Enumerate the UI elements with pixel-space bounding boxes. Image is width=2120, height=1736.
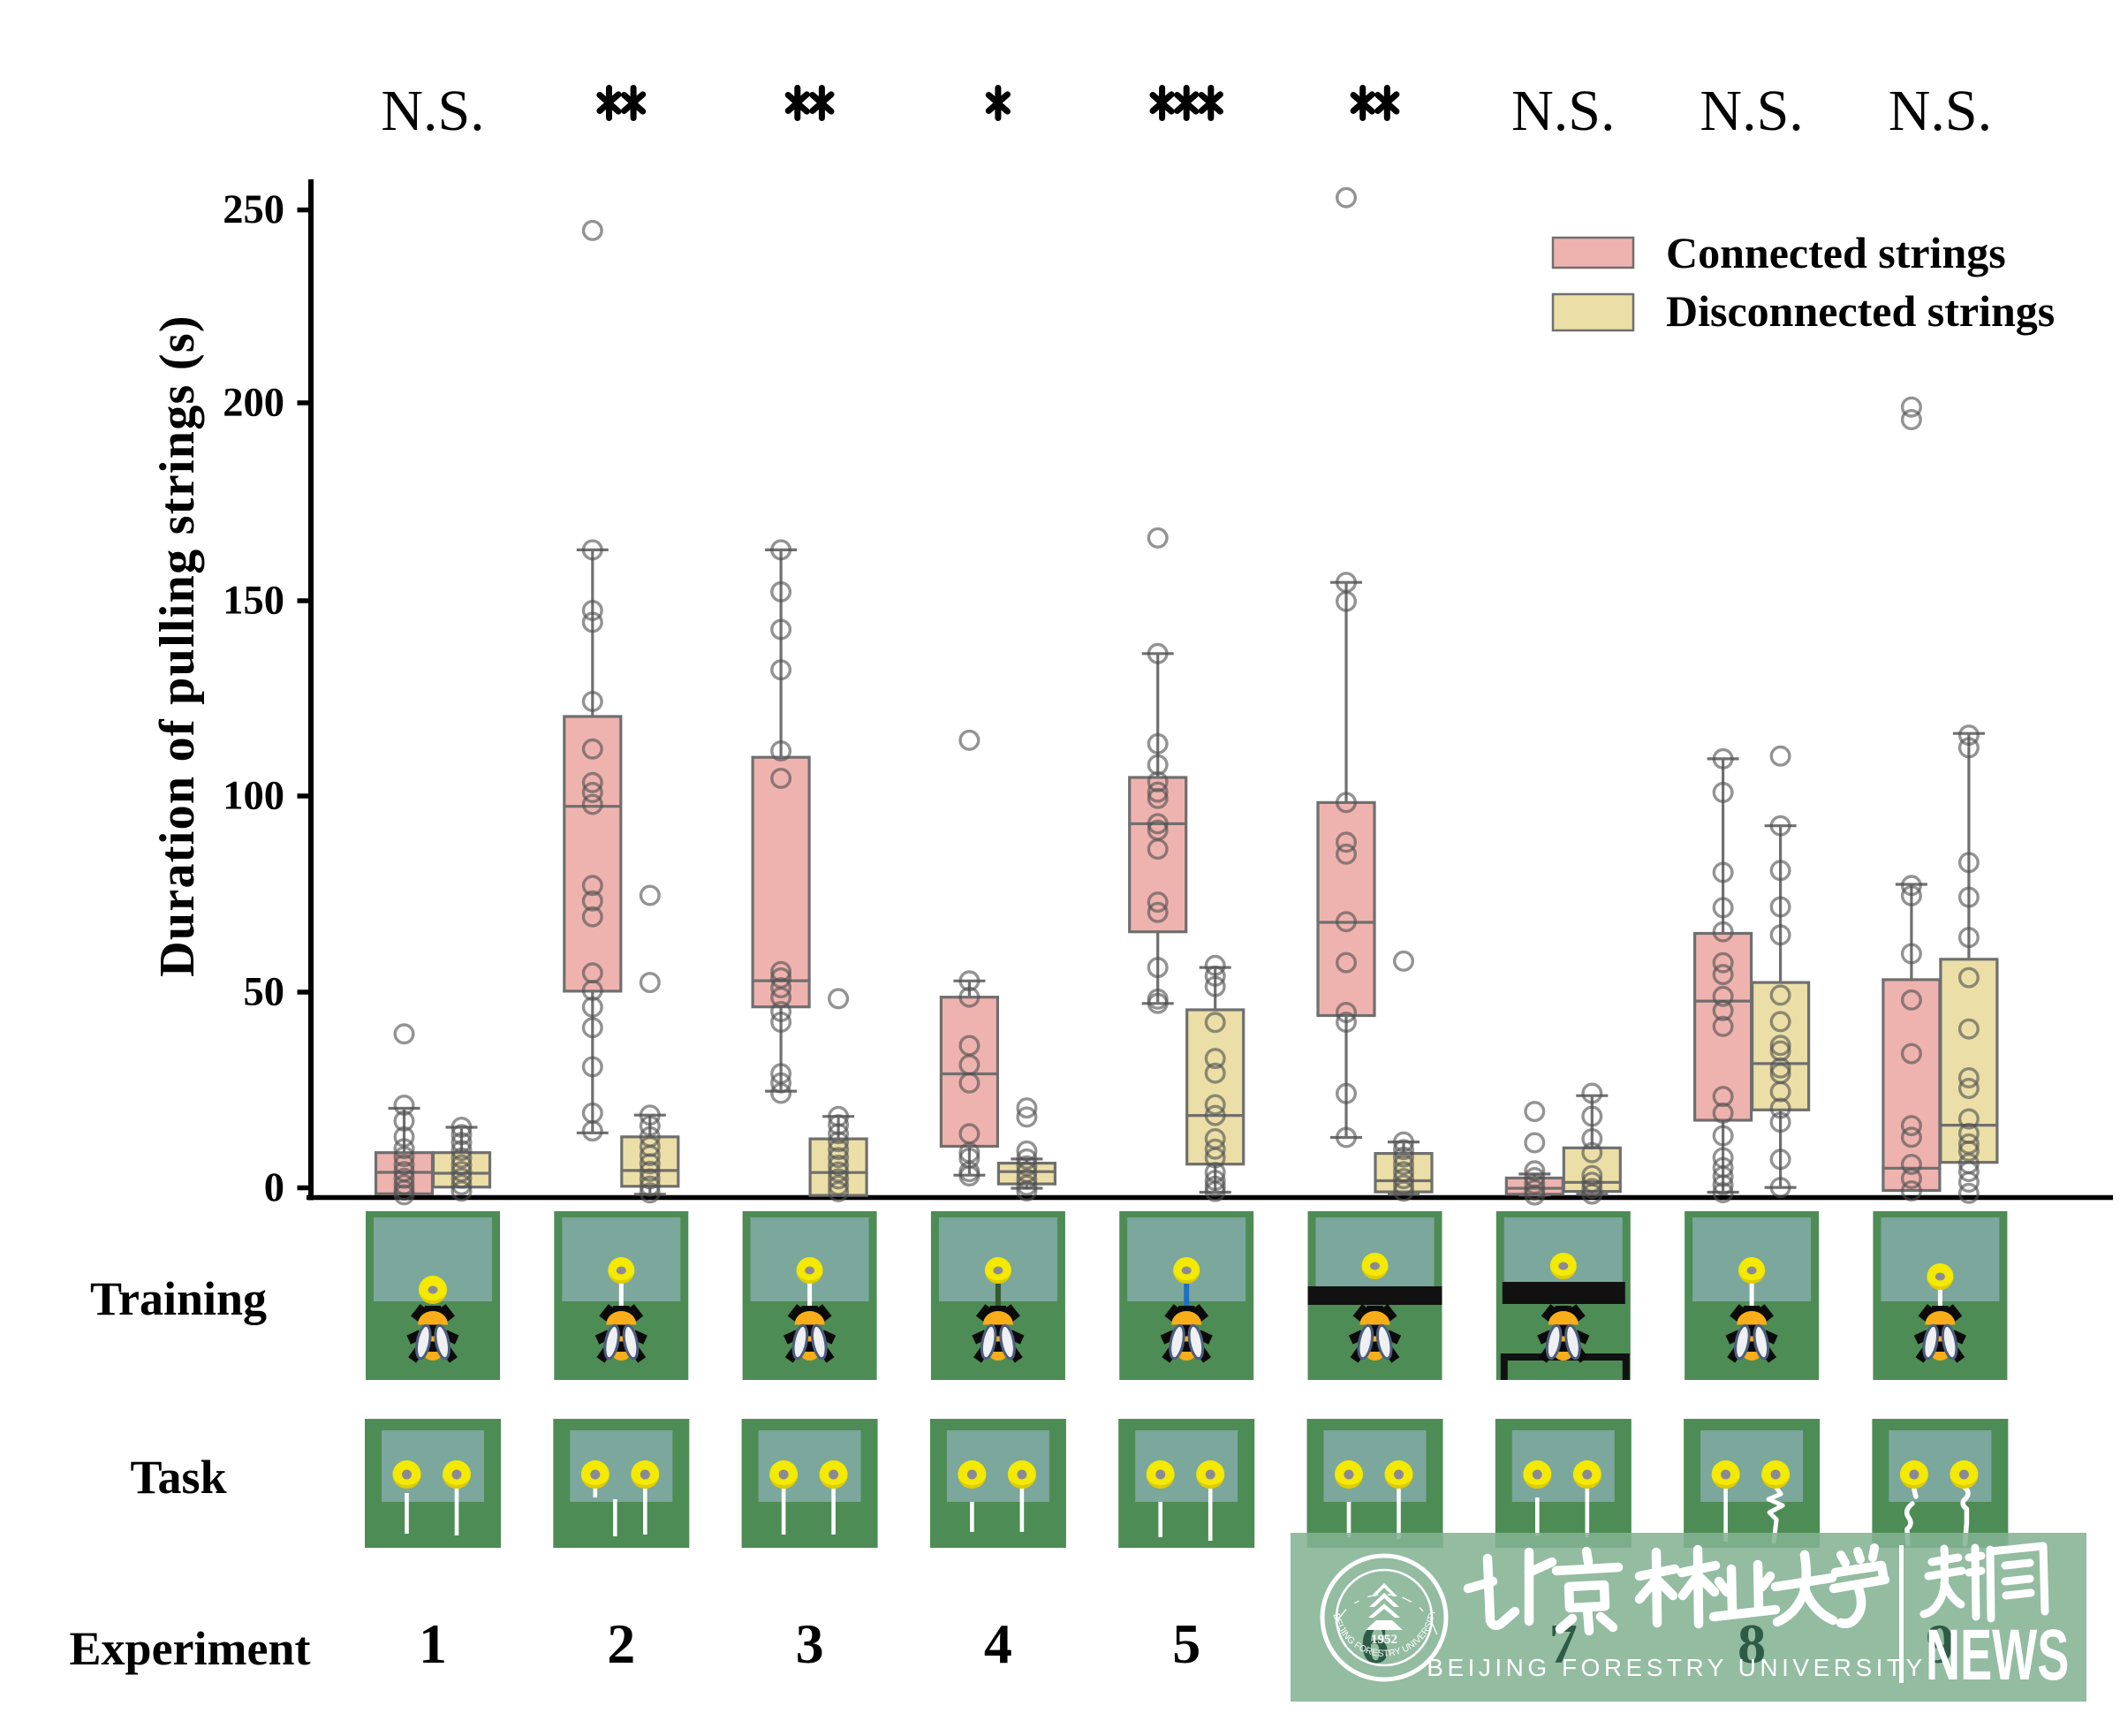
svg-text:2: 2 — [607, 1612, 635, 1675]
svg-text:Training: Training — [90, 1272, 267, 1325]
svg-text:1952: 1952 — [1371, 1633, 1397, 1647]
svg-text:1: 1 — [419, 1612, 447, 1675]
svg-text:4: 4 — [984, 1612, 1012, 1675]
svg-text:Duration of pulling strings (s: Duration of pulling strings (s) — [150, 315, 205, 977]
svg-text:Experiment: Experiment — [70, 1622, 311, 1675]
svg-text:0: 0 — [264, 1165, 284, 1210]
svg-text:Connected strings: Connected strings — [1666, 228, 2006, 277]
svg-text:100: 100 — [223, 774, 284, 819]
svg-text:N.S.: N.S. — [381, 79, 484, 143]
svg-text:N.S.: N.S. — [1889, 79, 1992, 143]
svg-text:BEIJING FORESTRY UNIVERSITY: BEIJING FORESTRY UNIVERSITY — [1427, 1654, 1926, 1681]
svg-text:Task: Task — [130, 1451, 226, 1504]
svg-text:8: 8 — [1738, 1612, 1766, 1675]
svg-text:200: 200 — [223, 381, 284, 426]
svg-text:Disconnected strings: Disconnected strings — [1666, 286, 2055, 336]
svg-text:150: 150 — [223, 579, 284, 624]
svg-text:250: 250 — [223, 187, 284, 232]
svg-text:N.S.: N.S. — [1511, 79, 1615, 143]
svg-text:NEWS: NEWS — [1926, 1614, 2069, 1695]
svg-text:5: 5 — [1172, 1612, 1200, 1675]
svg-text:9: 9 — [1926, 1612, 1954, 1675]
svg-text:N.S.: N.S. — [1700, 79, 1803, 143]
svg-text:3: 3 — [796, 1612, 824, 1675]
svg-text:50: 50 — [244, 970, 285, 1015]
